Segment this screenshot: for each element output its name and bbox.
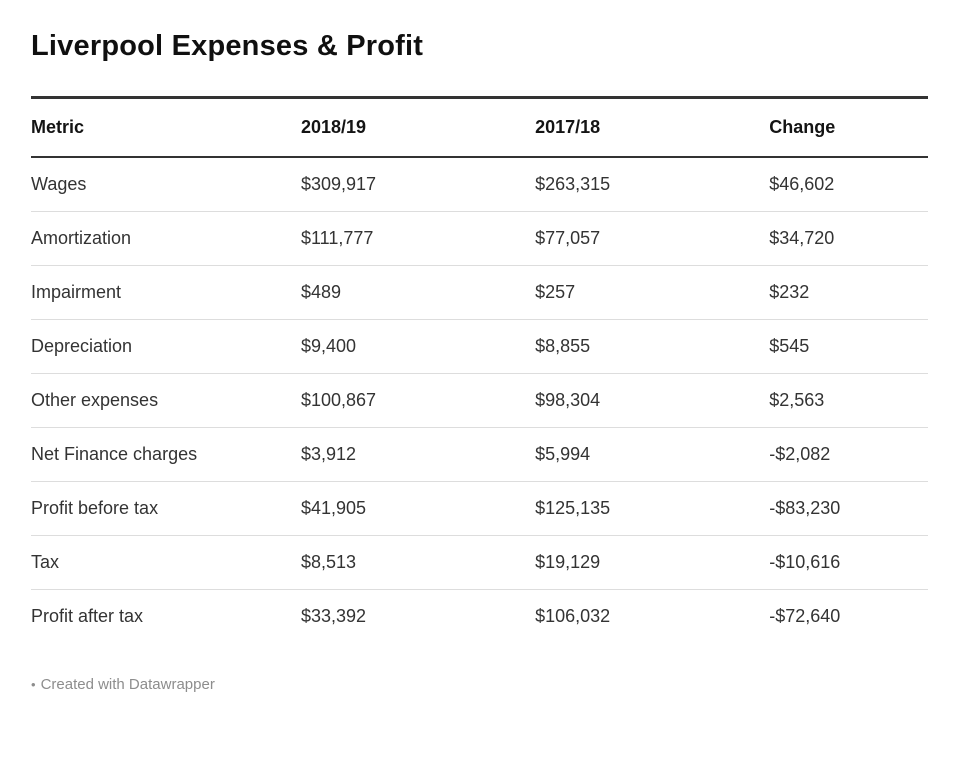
table-row: Profit after tax $33,392 $106,032 -$72,6… (31, 590, 928, 644)
value-cell-2017-18: $8,855 (535, 319, 770, 374)
value-cell-2018-19: $111,777 (300, 211, 536, 266)
value-cell-2018-19: $33,392 (300, 606, 367, 626)
table-row: Other expenses $100,867 $98,304 $2,563 (31, 373, 928, 428)
table-row: Wages $309,917 $263,315 $46,602 (31, 157, 928, 212)
metric-cell: Profit before tax (31, 481, 301, 536)
metric-cell: Profit after tax (31, 606, 144, 626)
value-cell-2018-19: $9,400 (300, 319, 536, 374)
table-row: Tax $8,513 $19,129 -$10,616 (31, 535, 928, 590)
value-cell-2018-19: $41,905 (300, 481, 536, 536)
value-cell-2017-18: $125,135 (535, 481, 770, 536)
value-cell-2017-18: $106,032 (535, 606, 611, 626)
value-cell-2018-19: $3,912 (300, 427, 536, 482)
change-cell: $34,720 (769, 211, 928, 266)
footer-bullet: • (31, 677, 36, 692)
change-cell: $2,563 (769, 373, 928, 428)
data-table: Metric 2018/19 2017/18 Change Wages $309… (31, 96, 928, 643)
change-cell: $232 (769, 265, 928, 320)
datawrapper-attribution-link[interactable]: Created with Datawrapper (40, 676, 215, 693)
attribution-footer: • Created with Datawrapper (31, 676, 928, 693)
value-cell-2017-18: $257 (535, 265, 770, 320)
metric-cell: Impairment (31, 265, 301, 320)
metric-cell: Other expenses (31, 373, 301, 428)
metric-cell: Tax (31, 535, 301, 590)
table-header-row: Metric 2018/19 2017/18 Change (31, 97, 928, 158)
table-row: Net Finance charges $3,912 $5,994 -$2,08… (31, 427, 928, 482)
value-cell-2017-18: $19,129 (535, 535, 770, 590)
column-header-metric: Metric (31, 97, 301, 158)
table-row: Depreciation $9,400 $8,855 $545 (31, 319, 928, 374)
table-body: Wages $309,917 $263,315 $46,602 Amortiza… (31, 157, 928, 643)
value-cell-2017-18: $77,057 (535, 211, 770, 266)
metric-cell: Depreciation (31, 319, 301, 374)
chart-container: Liverpool Expenses & Profit Metric 2018/… (0, 27, 959, 693)
page-title: Liverpool Expenses & Profit (31, 30, 424, 62)
value-cell-2017-18: $98,304 (535, 373, 770, 428)
value-cell-2018-19: $309,917 (300, 157, 536, 212)
change-cell: -$83,230 (769, 481, 928, 536)
column-header-change: Change (769, 97, 928, 158)
value-cell-2018-19: $8,513 (300, 535, 536, 590)
change-cell: -$10,616 (769, 535, 928, 590)
value-cell-2017-18: $263,315 (535, 157, 770, 212)
change-cell: $46,602 (769, 157, 928, 212)
change-cell: $545 (769, 319, 928, 374)
table-row: Impairment $489 $257 $232 (31, 265, 928, 320)
metric-cell: Net Finance charges (31, 427, 301, 482)
metric-cell: Wages (31, 157, 301, 212)
table-row: Amortization $111,777 $77,057 $34,720 (31, 211, 928, 266)
table-row: Profit before tax $41,905 $125,135 -$83,… (31, 481, 928, 536)
column-header-2018-19: 2018/19 (300, 97, 536, 158)
metric-cell: Amortization (31, 211, 301, 266)
value-cell-2017-18: $5,994 (535, 427, 770, 482)
change-cell: -$2,082 (769, 427, 928, 482)
column-header-2017-18: 2017/18 (535, 97, 770, 158)
table-header: Metric 2018/19 2017/18 Change (31, 97, 928, 158)
value-cell-2018-19: $489 (300, 265, 536, 320)
change-cell: -$72,640 (769, 606, 841, 626)
value-cell-2018-19: $100,867 (300, 373, 536, 428)
